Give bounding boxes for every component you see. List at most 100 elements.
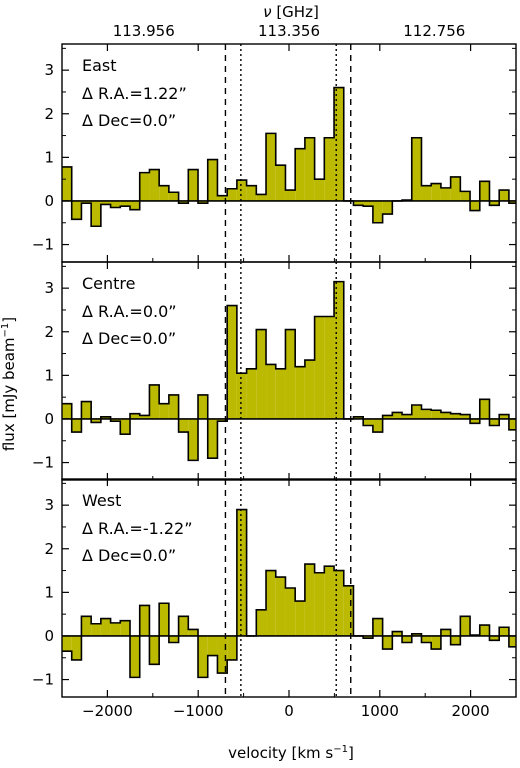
bar	[120, 418, 131, 435]
bar	[363, 200, 373, 207]
step-outline	[62, 508, 516, 679]
bar	[266, 364, 276, 419]
bar	[372, 418, 383, 433]
bar	[217, 195, 228, 201]
panel-centre: −1 0 1 2 3 Centre Δ R.A.=0.0” Δ Dec=0.0”	[32, 261, 517, 481]
y-tick-label: 0	[44, 192, 54, 210]
bar	[334, 570, 344, 636]
bar	[130, 413, 140, 419]
bar	[304, 564, 315, 636]
bar	[159, 603, 169, 636]
bar	[431, 183, 441, 201]
bar	[120, 200, 131, 207]
bar	[168, 192, 179, 201]
y-tick-label: 3	[44, 61, 54, 79]
bar	[227, 188, 237, 201]
bar	[91, 623, 101, 636]
step-outline	[62, 86, 516, 228]
bar	[217, 418, 228, 422]
bar	[81, 401, 92, 419]
bar	[324, 137, 335, 201]
bar	[460, 616, 471, 636]
bar	[266, 133, 276, 201]
bar	[431, 635, 441, 650]
panel-title: West	[82, 491, 121, 510]
bar	[343, 585, 354, 636]
y-axis-label: flux [mJy beam−1]	[0, 317, 18, 451]
ra-offset-label: Δ R.A.=1.22”	[82, 84, 187, 103]
bar	[198, 635, 208, 678]
top-tick-label: 112.756	[403, 22, 465, 40]
dec-offset-label: Δ Dec=0.0”	[82, 546, 176, 565]
bar	[100, 618, 111, 636]
bar	[402, 635, 412, 643]
bar	[139, 415, 150, 419]
panel-west: −1 0 1 2 3 −2000 −1000 0 1000 2000 West Δ R.A.=-1.2…	[32, 478, 517, 720]
bar	[246, 368, 257, 419]
bar	[91, 418, 101, 423]
bar	[411, 633, 422, 636]
y-tick-label: 1	[44, 366, 54, 384]
bar	[62, 166, 72, 201]
bar	[460, 191, 471, 201]
bar	[508, 418, 516, 430]
bar	[304, 137, 315, 201]
bar	[334, 87, 344, 201]
bar	[256, 329, 267, 419]
bar	[382, 200, 393, 215]
x-tick-label: 1000	[361, 702, 399, 720]
bar	[421, 185, 432, 201]
bar	[168, 394, 179, 419]
y-tick-label: 3	[44, 496, 54, 514]
step-outline	[62, 280, 516, 462]
bar	[285, 588, 296, 636]
bar	[198, 200, 208, 204]
y-tick-label: 0	[44, 627, 54, 645]
dec-offset-label: Δ Dec=0.0”	[82, 111, 176, 130]
bar	[207, 635, 218, 656]
bar	[421, 409, 432, 419]
bar	[178, 200, 189, 204]
bar	[440, 187, 451, 201]
bar	[304, 360, 315, 419]
bar	[499, 627, 509, 636]
bar	[431, 410, 441, 419]
bar	[314, 179, 325, 201]
ra-offset-label: Δ R.A.=0.0”	[82, 302, 177, 321]
bar	[508, 200, 516, 204]
bar	[71, 200, 82, 220]
bar	[81, 616, 92, 636]
bar	[227, 305, 237, 419]
bar	[188, 629, 199, 636]
bar	[227, 635, 237, 660]
bar	[295, 148, 305, 201]
bar	[470, 200, 480, 211]
bar	[159, 185, 169, 201]
bar	[440, 412, 451, 419]
bar	[275, 368, 286, 419]
bar	[149, 635, 160, 665]
bar	[353, 416, 364, 419]
x-tick-label: 2000	[452, 702, 490, 720]
bar	[382, 415, 393, 419]
bar	[139, 605, 150, 636]
bar	[139, 172, 150, 201]
bar	[392, 631, 403, 636]
bar	[246, 185, 257, 201]
bar	[363, 418, 373, 426]
bar	[479, 181, 490, 201]
bar	[236, 509, 247, 636]
bar	[295, 601, 305, 636]
bar	[285, 329, 296, 419]
y-tick-label: −1	[32, 236, 54, 254]
bar	[382, 635, 393, 650]
top-tick-label: 113.356	[258, 22, 320, 40]
bar	[159, 403, 169, 419]
bar	[450, 413, 461, 419]
bar	[110, 622, 121, 636]
y-tick-label: 1	[44, 148, 54, 166]
bar	[207, 159, 218, 201]
bar	[188, 169, 199, 201]
y-tick-label: 1	[44, 583, 54, 601]
bar	[149, 169, 160, 201]
